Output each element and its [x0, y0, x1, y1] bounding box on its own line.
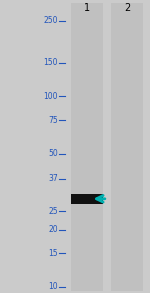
Text: 150: 150	[43, 58, 58, 67]
Text: 37: 37	[48, 174, 58, 183]
Text: 100: 100	[43, 92, 58, 101]
Text: 250: 250	[43, 16, 58, 25]
Text: 1: 1	[84, 3, 90, 13]
Text: 75: 75	[48, 116, 58, 125]
Bar	[111, 3, 143, 291]
Text: 15: 15	[48, 249, 58, 258]
Bar	[70, 194, 103, 204]
Text: 50: 50	[48, 149, 58, 158]
Text: 2: 2	[124, 3, 130, 13]
Text: 25: 25	[48, 207, 58, 216]
Text: 10: 10	[48, 282, 58, 291]
Text: 20: 20	[48, 225, 58, 234]
Bar	[70, 3, 103, 291]
